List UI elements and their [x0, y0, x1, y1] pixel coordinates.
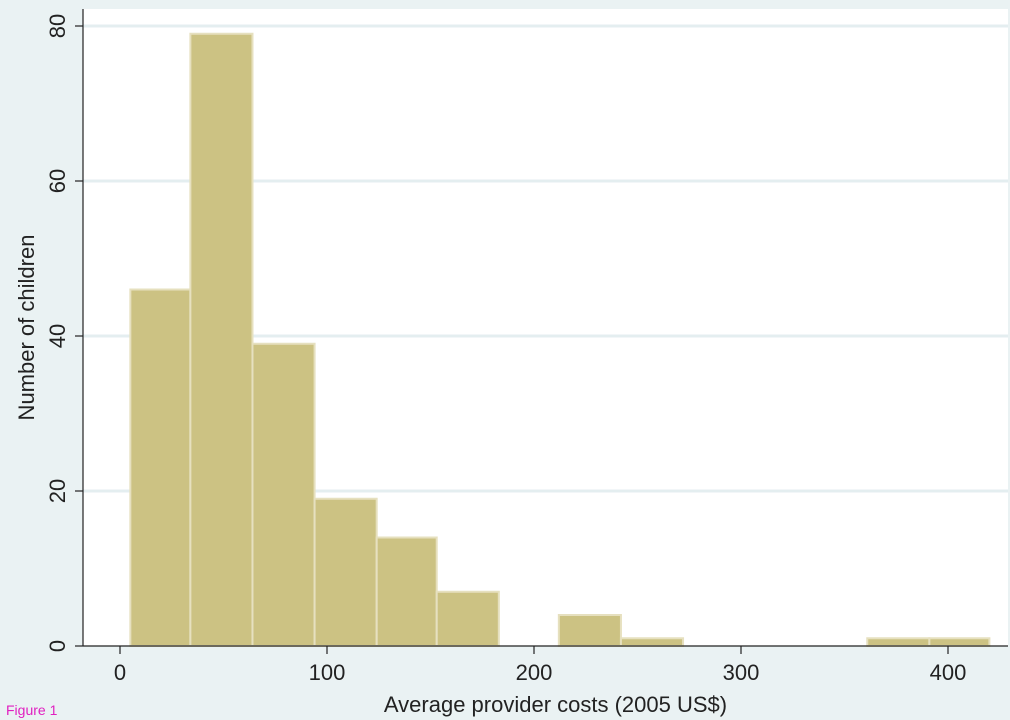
x-tick-label-300: 300	[723, 660, 760, 685]
histogram-bar-0	[129, 288, 192, 647]
histogram-bar-8	[619, 637, 685, 647]
histogram-bar-1	[189, 32, 254, 647]
histogram-bar-3	[313, 497, 378, 647]
histogram-bar-7	[557, 614, 622, 647]
histogram-bars	[129, 32, 991, 647]
y-tick-label-40: 40	[45, 324, 70, 348]
y-axis-label: Number of children	[14, 235, 39, 421]
y-tick-label-80: 80	[45, 14, 70, 38]
histogram-bar-5	[435, 590, 500, 647]
axes	[75, 9, 1008, 654]
y-tick-label-0: 0	[45, 640, 70, 652]
x-tick-label-400: 400	[930, 660, 967, 685]
y-tick-label-60: 60	[45, 169, 70, 193]
histogram-bar-12	[866, 637, 931, 647]
histogram-bar-4	[375, 536, 438, 647]
x-tick-label-0: 0	[114, 660, 126, 685]
histogram-bar-13	[928, 637, 991, 647]
x-tick-label-100: 100	[309, 660, 346, 685]
histogram-bar-2	[251, 342, 316, 647]
x-tick-label-200: 200	[516, 660, 553, 685]
tick-labels: 0 20 40 60 80 0 100 200 300 400	[45, 14, 966, 685]
y-tick-label-20: 20	[45, 479, 70, 503]
x-axis-label: Average provider costs (2005 US$)	[384, 692, 727, 717]
figure-caption: Figure 1	[6, 702, 58, 718]
